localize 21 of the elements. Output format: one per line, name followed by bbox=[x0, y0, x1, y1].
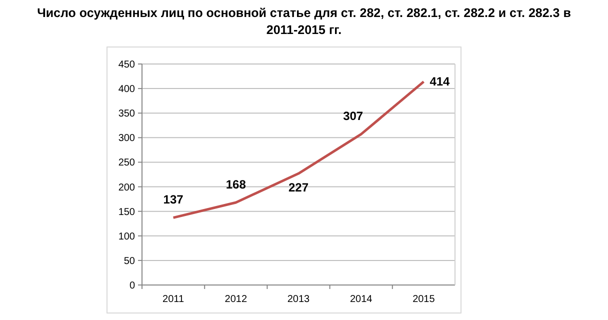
y-tick-label: 200 bbox=[118, 182, 136, 194]
y-tick-label: 300 bbox=[118, 133, 136, 144]
data-label: 227 bbox=[288, 180, 309, 195]
y-tick-label: 400 bbox=[118, 84, 136, 96]
chart-title: Число осужденных лиц по основной статье для ст. 282, ст. 282.1, ст. 282.2 и ст. 282.3 в 2011-2015 гг. bbox=[37, 6, 572, 37]
y-tick-label: 350 bbox=[118, 108, 136, 120]
x-tick-label: 2015 bbox=[412, 294, 436, 305]
y-tick-label: 50 bbox=[124, 256, 136, 267]
y-tick-label: 450 bbox=[118, 60, 136, 70]
x-tick-label: 2011 bbox=[162, 294, 184, 305]
y-tick-label: 150 bbox=[118, 206, 136, 218]
y-tick-label: 0 bbox=[129, 280, 136, 292]
x-tick-label: 2012 bbox=[224, 294, 248, 305]
x-tick-label: 2013 bbox=[287, 294, 310, 305]
data-label: 137 bbox=[163, 192, 184, 207]
data-label: 307 bbox=[343, 109, 364, 124]
data-label: 414 bbox=[430, 74, 450, 89]
y-tick-label: 250 bbox=[118, 158, 136, 169]
x-tick-label: 2014 bbox=[350, 294, 373, 305]
data-label: 168 bbox=[226, 177, 246, 192]
y-tick-label: 100 bbox=[118, 231, 136, 242]
